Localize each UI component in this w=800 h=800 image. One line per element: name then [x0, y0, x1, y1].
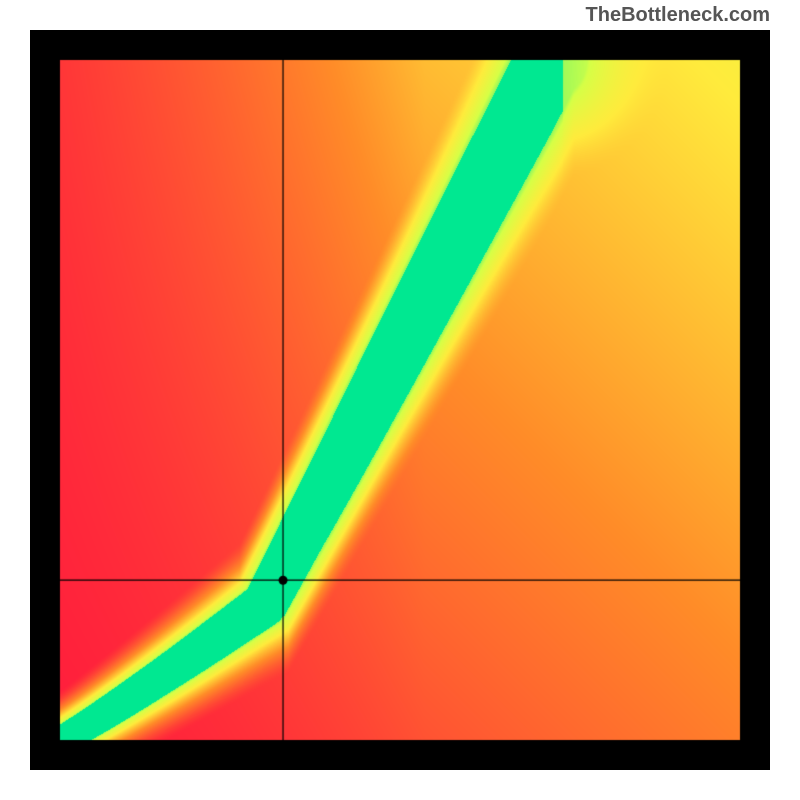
heatmap-canvas: [30, 30, 770, 770]
chart-frame: [30, 30, 770, 770]
watermark-text: TheBottleneck.com: [586, 4, 770, 27]
chart-container: TheBottleneck.com: [0, 0, 800, 800]
